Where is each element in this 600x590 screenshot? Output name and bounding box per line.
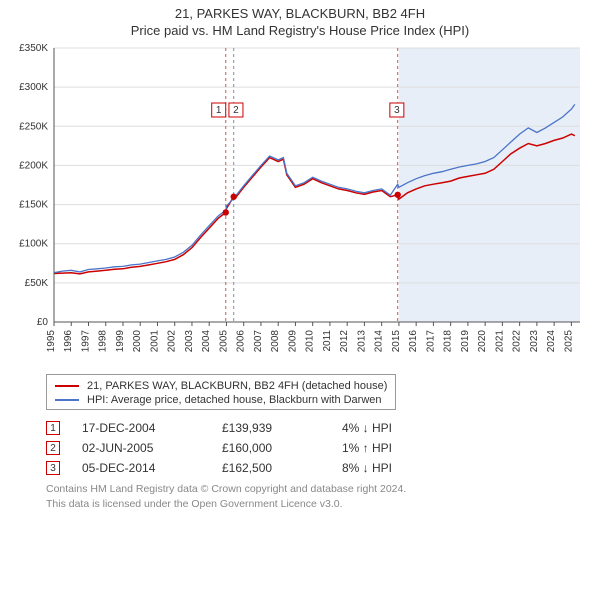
legend-label: HPI: Average price, detached house, Blac… [87,393,382,407]
sale-row: 3 05-DEC-2014£162,5008% ↓ HPI [46,458,584,478]
sale-marker: 3 [46,461,60,475]
legend-item: 21, PARKES WAY, BLACKBURN, BB2 4FH (deta… [55,379,387,393]
svg-text:2005: 2005 [218,329,229,352]
svg-text:1996: 1996 [63,329,74,352]
svg-text:2007: 2007 [253,329,264,352]
page-wrap: 21, PARKES WAY, BLACKBURN, BB2 4FH Price… [0,0,600,590]
chart-area: £0 £50K £100K £150K £200K £250K £300K £350K 12 3 1… [10,40,590,370]
svg-text:£100K: £100K [19,238,48,249]
svg-text:1998: 1998 [98,329,109,352]
legend-label: 21, PARKES WAY, BLACKBURN, BB2 4FH (deta… [87,379,387,393]
svg-text:2018: 2018 [443,329,454,352]
sale-price: £162,500 [222,461,342,475]
legend-box: 21, PARKES WAY, BLACKBURN, BB2 4FH (deta… [46,374,396,411]
svg-text:1: 1 [216,105,222,116]
svg-text:2020: 2020 [477,329,488,352]
svg-text:£350K: £350K [19,43,48,54]
svg-text:3: 3 [394,105,400,116]
svg-text:£50K: £50K [25,278,49,289]
footer-text: Contains HM Land Registry data © Crown c… [46,482,584,510]
svg-text:2022: 2022 [512,329,523,352]
svg-text:2: 2 [233,105,239,116]
footer-line-1: Contains HM Land Registry data © Crown c… [46,482,584,496]
svg-text:2010: 2010 [305,329,316,352]
svg-text:2001: 2001 [149,329,160,352]
footer-line-2: This data is licensed under the Open Gov… [46,497,584,511]
sale-row: 1 17-DEC-2004£139,9394% ↓ HPI [46,418,584,438]
sale-marker: 1 [46,421,60,435]
svg-text:£150K: £150K [19,199,48,210]
svg-text:2012: 2012 [339,329,350,352]
svg-text:£0: £0 [37,317,49,328]
sale-diff: 1% ↑ HPI [342,441,584,455]
svg-text:2008: 2008 [270,329,281,352]
svg-text:2006: 2006 [236,329,247,352]
sale-price: £139,939 [222,421,342,435]
sale-price: £160,000 [222,441,342,455]
svg-text:2024: 2024 [546,329,557,352]
sale-date: 17-DEC-2004 [82,421,222,435]
svg-text:1995: 1995 [46,329,57,352]
legend-item: HPI: Average price, detached house, Blac… [55,393,387,407]
sale-date: 02-JUN-2005 [82,441,222,455]
sales-table: 1 17-DEC-2004£139,9394% ↓ HPI 2 02-JUN-2005… [46,418,584,478]
svg-text:2019: 2019 [460,329,471,352]
svg-text:2021: 2021 [494,329,505,352]
sale-date: 05-DEC-2014 [82,461,222,475]
sale-marker: 2 [46,441,60,455]
svg-text:£300K: £300K [19,82,48,93]
sale-diff: 4% ↓ HPI [342,421,584,435]
svg-text:£250K: £250K [19,121,48,132]
svg-text:2002: 2002 [167,329,178,352]
chart-subtitle: Price paid vs. HM Land Registry's House … [10,23,590,40]
svg-text:2013: 2013 [356,329,367,352]
svg-text:2015: 2015 [391,329,402,352]
price-chart: £0 £50K £100K £150K £200K £250K £300K £350K 12 3 1… [10,40,586,370]
svg-text:2000: 2000 [132,329,143,352]
sale-row: 2 02-JUN-2005£160,0001% ↑ HPI [46,438,584,458]
chart-title: 21, PARKES WAY, BLACKBURN, BB2 4FH [10,6,590,23]
svg-text:2009: 2009 [287,329,298,352]
legend-swatch [55,399,79,401]
svg-text:2011: 2011 [322,329,333,351]
svg-text:2003: 2003 [184,329,195,352]
svg-text:2023: 2023 [529,329,540,352]
svg-text:2017: 2017 [425,329,436,352]
svg-text:£200K: £200K [19,160,48,171]
svg-text:1997: 1997 [80,329,91,352]
legend-swatch [55,385,79,387]
svg-text:2025: 2025 [563,329,574,352]
svg-text:2016: 2016 [408,329,419,352]
sale-diff: 8% ↓ HPI [342,461,584,475]
svg-text:1999: 1999 [115,329,126,352]
svg-text:2014: 2014 [374,329,385,352]
svg-text:2004: 2004 [201,329,212,352]
